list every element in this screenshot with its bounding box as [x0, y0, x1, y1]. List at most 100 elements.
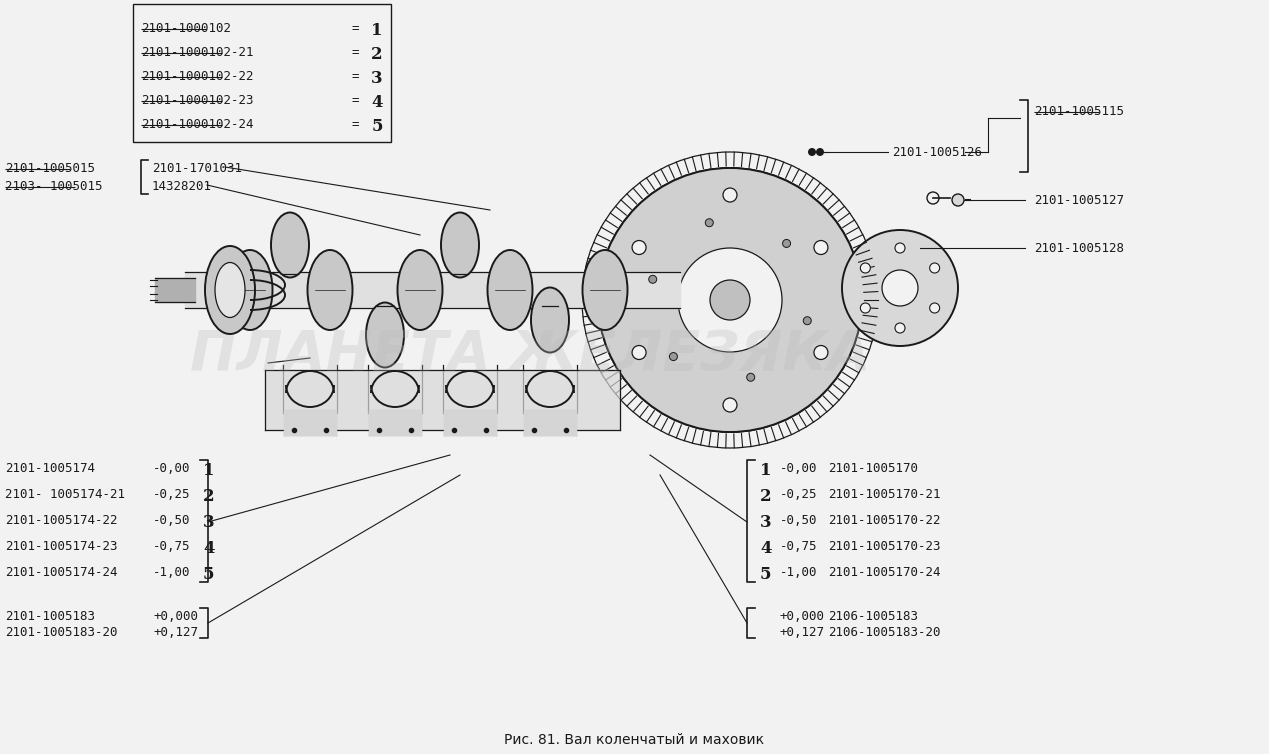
Text: -1,00: -1,00	[154, 566, 190, 579]
Circle shape	[895, 323, 905, 333]
Circle shape	[723, 188, 737, 202]
Text: =: =	[352, 46, 359, 59]
Text: 2103- 1005015: 2103- 1005015	[5, 180, 103, 193]
Ellipse shape	[442, 213, 478, 277]
Text: 2101-1005170-24: 2101-1005170-24	[827, 566, 940, 579]
Text: 2101-1005170: 2101-1005170	[827, 462, 917, 475]
Circle shape	[843, 230, 958, 346]
Circle shape	[632, 345, 646, 360]
Text: +0,000: +0,000	[154, 610, 198, 623]
Text: 2101-1005183-20: 2101-1005183-20	[5, 626, 118, 639]
Text: 2101-1005170-23: 2101-1005170-23	[827, 540, 940, 553]
Text: 2101-1005128: 2101-1005128	[1034, 241, 1124, 255]
Circle shape	[670, 353, 678, 360]
Circle shape	[813, 345, 827, 360]
Bar	[133, 4, 391, 142]
Circle shape	[783, 240, 791, 247]
Text: 4: 4	[760, 540, 772, 557]
Text: 14328201: 14328201	[152, 180, 212, 193]
Text: 2101-1005126: 2101-1005126	[892, 146, 982, 158]
Ellipse shape	[272, 213, 308, 277]
Text: -0,50: -0,50	[780, 514, 817, 527]
Circle shape	[723, 398, 737, 412]
Circle shape	[813, 241, 827, 255]
Text: 2: 2	[203, 488, 214, 505]
Text: 2101- 1005174-21: 2101- 1005174-21	[5, 488, 126, 501]
Text: 2101-1005174: 2101-1005174	[5, 462, 95, 475]
Circle shape	[648, 275, 657, 284]
Circle shape	[598, 168, 862, 432]
Ellipse shape	[582, 250, 627, 330]
Ellipse shape	[214, 262, 245, 317]
Text: =: =	[352, 118, 359, 131]
Text: 2101-1005170-21: 2101-1005170-21	[827, 488, 940, 501]
Circle shape	[632, 241, 646, 255]
Text: 1: 1	[372, 22, 383, 39]
Text: -0,50: -0,50	[154, 514, 190, 527]
Ellipse shape	[365, 302, 404, 367]
Circle shape	[803, 317, 811, 325]
Text: ПЛАНЕТА ЖЕЛЕЗЯКА: ПЛАНЕТА ЖЕЛЕЗЯКА	[189, 328, 871, 382]
Text: 4: 4	[372, 94, 383, 111]
Text: 2101-1000102-21: 2101-1000102-21	[141, 46, 254, 59]
Text: 2: 2	[372, 46, 383, 63]
Text: =: =	[352, 22, 359, 35]
Circle shape	[709, 280, 750, 320]
Circle shape	[952, 194, 964, 206]
Text: 2101-1005183: 2101-1005183	[5, 610, 95, 623]
Text: -0,25: -0,25	[780, 488, 817, 501]
Text: 2101-1005174-24: 2101-1005174-24	[5, 566, 118, 579]
Text: -0,75: -0,75	[780, 540, 817, 553]
Text: 2101-1000102-23: 2101-1000102-23	[141, 94, 254, 107]
Circle shape	[860, 303, 871, 313]
Ellipse shape	[307, 250, 353, 330]
Text: -0,00: -0,00	[154, 462, 190, 475]
Text: 2101-1005127: 2101-1005127	[1034, 194, 1124, 207]
Text: 2: 2	[760, 488, 772, 505]
Circle shape	[930, 303, 939, 313]
Ellipse shape	[227, 250, 273, 330]
Circle shape	[678, 248, 782, 352]
Ellipse shape	[397, 250, 443, 330]
Ellipse shape	[530, 287, 569, 353]
Circle shape	[808, 148, 816, 156]
Text: +0,127: +0,127	[154, 626, 198, 639]
Text: -0,00: -0,00	[780, 462, 817, 475]
Ellipse shape	[487, 250, 533, 330]
Text: 2101-1005174-22: 2101-1005174-22	[5, 514, 118, 527]
Text: -1,00: -1,00	[780, 566, 817, 579]
Text: 5: 5	[760, 566, 772, 583]
Text: 2101-1000102-24: 2101-1000102-24	[141, 118, 254, 131]
Text: =: =	[352, 70, 359, 83]
Circle shape	[860, 263, 871, 273]
Text: 2101-1005015: 2101-1005015	[5, 162, 95, 175]
Circle shape	[882, 270, 917, 306]
Text: 5: 5	[203, 566, 214, 583]
Text: 2101-1005170-22: 2101-1005170-22	[827, 514, 940, 527]
Circle shape	[746, 373, 755, 382]
Text: 1: 1	[203, 462, 214, 479]
Text: 2101-1005174-23: 2101-1005174-23	[5, 540, 118, 553]
Circle shape	[895, 243, 905, 253]
Text: 2106-1005183-20: 2106-1005183-20	[827, 626, 940, 639]
Text: Рис. 81. Вал коленчатый и маховик: Рис. 81. Вал коленчатый и маховик	[504, 733, 764, 747]
Circle shape	[816, 148, 824, 156]
Text: 2101-1000102-22: 2101-1000102-22	[141, 70, 254, 83]
Text: 4: 4	[203, 540, 214, 557]
Text: 2101-1000102: 2101-1000102	[141, 22, 231, 35]
Text: 3: 3	[372, 70, 383, 87]
Text: 5: 5	[372, 118, 383, 135]
Text: 1: 1	[760, 462, 772, 479]
Text: +0,127: +0,127	[780, 626, 825, 639]
Ellipse shape	[206, 246, 255, 334]
Text: +0,000: +0,000	[780, 610, 825, 623]
Text: -0,25: -0,25	[154, 488, 190, 501]
Circle shape	[706, 219, 713, 227]
Text: 2101-1005115: 2101-1005115	[1034, 105, 1124, 118]
Text: 2101-1701031: 2101-1701031	[152, 162, 242, 175]
Circle shape	[930, 263, 939, 273]
Text: -0,75: -0,75	[154, 540, 190, 553]
Text: 2106-1005183: 2106-1005183	[827, 610, 917, 623]
Text: 3: 3	[760, 514, 772, 531]
Text: 3: 3	[203, 514, 214, 531]
